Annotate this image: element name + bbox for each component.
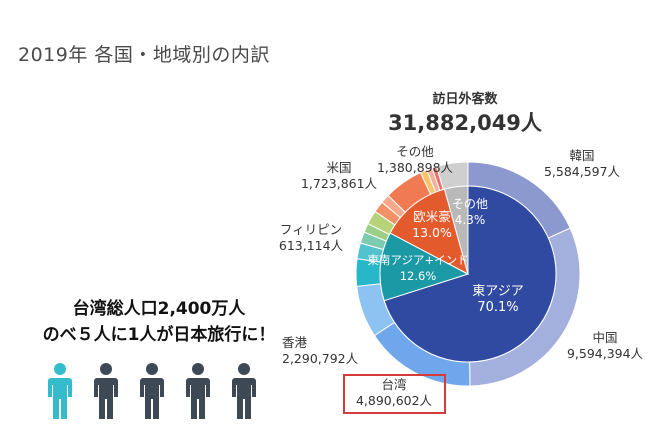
person-icon bbox=[232, 363, 256, 419]
person-icon-body bbox=[94, 378, 118, 419]
person-icon-head bbox=[192, 363, 204, 375]
person-icon-head bbox=[238, 363, 250, 375]
person-icon-head bbox=[54, 363, 66, 375]
inner-slice-2 bbox=[389, 188, 469, 275]
inner-label-east-asia-name: 東アジア bbox=[472, 284, 524, 299]
outer-label-usa-name: 米国 bbox=[326, 160, 352, 175]
inner-label-west-pct: 13.0% bbox=[412, 225, 452, 240]
outer-label-other-name: その他 bbox=[396, 144, 434, 159]
total-label: 訪日外客数 bbox=[432, 92, 498, 107]
inner-label-other-pct: 4.3% bbox=[454, 213, 486, 227]
inner-label-other: その他 4.3% bbox=[446, 196, 494, 228]
person-icon bbox=[94, 363, 118, 419]
person-icon bbox=[48, 363, 72, 419]
outer-label-taiwan-name: 台湾 bbox=[381, 377, 407, 392]
total-value: 31,882,049人 bbox=[388, 111, 542, 135]
people-icons bbox=[48, 363, 256, 419]
outer-label-taiwan: 台湾 4,890,602人 bbox=[349, 377, 439, 409]
outer-label-other: その他 1,380,898人 bbox=[370, 144, 460, 176]
promo-line-2: のべ５人に1人が日本旅行に！ bbox=[42, 325, 276, 345]
person-icon-body bbox=[186, 378, 210, 419]
inner-label-east-asia-pct: 70.1% bbox=[477, 300, 519, 315]
outer-label-china: 中国 9,594,394人 bbox=[560, 330, 650, 362]
person-icon-head bbox=[100, 363, 112, 375]
page-title: 2019年 各国・地域別の内訳 bbox=[18, 44, 270, 66]
outer-label-china-name: 中国 bbox=[592, 330, 618, 345]
inner-slice-1 bbox=[379, 232, 470, 302]
outer-label-other-value: 1,380,898人 bbox=[376, 160, 454, 175]
inner-label-east-asia: 東アジア 70.1% bbox=[468, 284, 528, 316]
outer-label-china-value: 9,594,394人 bbox=[566, 346, 644, 361]
inner-label-sea-india-name: 東南アジア+インド bbox=[367, 253, 469, 267]
promo-line-1: 台湾総人口2,400万人 bbox=[72, 299, 246, 319]
person-icon-head bbox=[146, 363, 158, 375]
inner-label-sea-india-pct: 12.6% bbox=[399, 269, 437, 283]
inner-label-west: 欧米豪 13.0% bbox=[404, 209, 460, 241]
person-icon-body bbox=[140, 378, 164, 419]
inner-slice-0 bbox=[383, 185, 557, 363]
outer-label-taiwan-value: 4,890,602人 bbox=[355, 393, 433, 408]
outer-label-usa-value: 1,723,861人 bbox=[300, 176, 378, 191]
outer-label-hongkong-name: 香港 bbox=[282, 335, 308, 350]
outer-label-hongkong-value: 2,290,792人 bbox=[282, 351, 359, 366]
person-icon-body bbox=[48, 378, 72, 419]
inner-label-other-name: その他 bbox=[451, 197, 488, 211]
inner-pie bbox=[379, 185, 557, 363]
person-icon-body bbox=[232, 378, 256, 419]
person-icon bbox=[140, 363, 164, 419]
outer-label-usa: 米国 1,723,861人 bbox=[294, 160, 384, 192]
inner-slice-3 bbox=[443, 185, 469, 275]
outer-label-philippines-value: 613,114人 bbox=[278, 238, 344, 253]
inner-label-sea-india: 東南アジア+インド 12.6% bbox=[366, 252, 470, 284]
outer-label-philippines-name: フィリピン bbox=[279, 222, 343, 237]
person-icon bbox=[186, 363, 210, 419]
outer-label-korea-name: 韓国 bbox=[569, 148, 595, 163]
outer-label-korea-value: 5,584,597人 bbox=[543, 164, 621, 179]
outer-label-hongkong: 香港 2,290,792人 bbox=[282, 335, 372, 367]
outer-label-korea: 韓国 5,584,597人 bbox=[537, 148, 627, 180]
outer-label-philippines: フィリピン 613,114人 bbox=[266, 222, 356, 254]
inner-label-west-name: 欧米豪 bbox=[413, 209, 451, 224]
taiwan-highlight-box bbox=[343, 374, 446, 414]
